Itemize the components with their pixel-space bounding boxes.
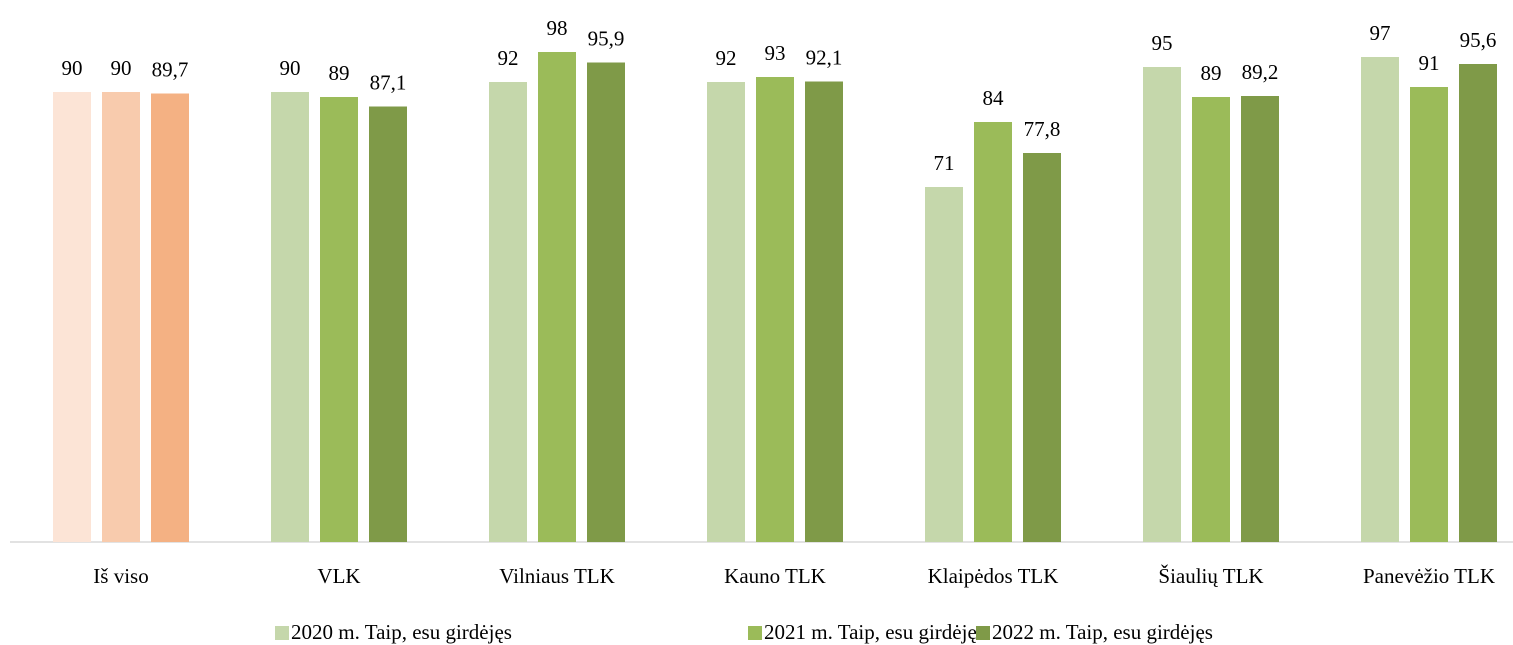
bar xyxy=(1361,57,1399,542)
legend-label: 2021 m. Taip, esu girdėjęs xyxy=(764,620,985,644)
data-label: 98 xyxy=(547,16,568,40)
data-label: 95,6 xyxy=(1460,28,1497,52)
x-tick-label: Klaipėdos TLK xyxy=(928,564,1059,588)
data-label: 92 xyxy=(716,46,737,70)
bar xyxy=(756,77,794,542)
bar xyxy=(102,92,140,542)
bar xyxy=(587,62,625,542)
legend-label: 2020 m. Taip, esu girdėjęs xyxy=(291,620,512,644)
bar xyxy=(1241,96,1279,542)
x-tick-label: VLK xyxy=(317,564,360,588)
data-label: 84 xyxy=(983,86,1005,110)
bar xyxy=(805,81,843,542)
legend-swatch xyxy=(748,626,762,640)
bar xyxy=(925,187,963,542)
bar xyxy=(1023,153,1061,542)
data-label: 90 xyxy=(62,56,83,80)
x-tick-label: Šiaulių TLK xyxy=(1158,564,1263,588)
data-label: 92,1 xyxy=(806,45,843,69)
data-label: 89 xyxy=(329,61,350,85)
legend-swatch xyxy=(275,626,289,640)
bar xyxy=(271,92,309,542)
data-label: 90 xyxy=(280,56,301,80)
data-label: 89,7 xyxy=(152,57,189,81)
data-label: 87,1 xyxy=(370,70,407,94)
x-tick-label: Iš viso xyxy=(93,564,148,588)
data-label: 91 xyxy=(1419,51,1440,75)
data-label: 95,9 xyxy=(588,26,625,50)
bar xyxy=(538,52,576,542)
data-label: 92 xyxy=(498,46,519,70)
bar xyxy=(369,106,407,542)
data-label: 89 xyxy=(1201,61,1222,85)
x-tick-label: Vilniaus TLK xyxy=(499,564,615,588)
data-label: 95 xyxy=(1152,31,1173,55)
data-label: 89,2 xyxy=(1242,60,1279,84)
legend-swatch xyxy=(976,626,990,640)
x-tick-label: Kauno TLK xyxy=(724,564,826,588)
data-label: 97 xyxy=(1370,21,1391,45)
bar xyxy=(1192,97,1230,542)
bar xyxy=(1410,87,1448,542)
bar xyxy=(707,82,745,542)
data-label: 90 xyxy=(111,56,132,80)
data-label: 77,8 xyxy=(1024,117,1061,141)
data-label: 71 xyxy=(934,151,955,175)
bar xyxy=(1143,67,1181,542)
legend-label: 2022 m. Taip, esu girdėjęs xyxy=(992,620,1213,644)
data-label: 93 xyxy=(765,41,786,65)
bar xyxy=(53,92,91,542)
x-tick-label: Panevėžio TLK xyxy=(1363,564,1495,588)
bar xyxy=(489,82,527,542)
bar xyxy=(320,97,358,542)
bar xyxy=(974,122,1012,542)
bar xyxy=(151,93,189,542)
bar xyxy=(1459,64,1497,542)
